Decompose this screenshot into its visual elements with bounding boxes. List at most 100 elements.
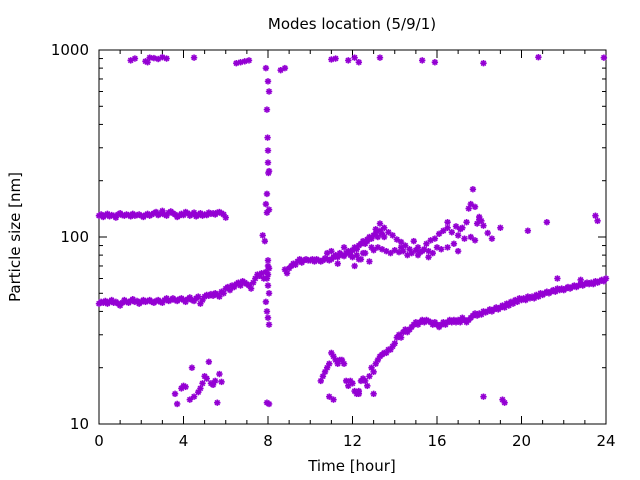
data-point — [190, 393, 198, 400]
data-point — [264, 314, 272, 321]
data-point — [361, 377, 369, 385]
data-point — [317, 377, 325, 385]
data-point — [197, 385, 204, 392]
data-point — [263, 275, 271, 282]
data-point — [265, 290, 273, 297]
data-point — [131, 55, 139, 62]
data-point — [281, 64, 289, 72]
data-point — [332, 55, 339, 62]
data-point — [218, 378, 225, 386]
data-points — [95, 54, 610, 408]
data-point — [186, 396, 194, 403]
data-point — [171, 390, 179, 398]
plot-frame — [98, 49, 607, 425]
data-point — [190, 54, 198, 61]
data-point — [435, 230, 443, 238]
data-point — [247, 285, 255, 292]
data-point — [264, 262, 272, 270]
data-point — [444, 224, 451, 231]
data-point — [397, 244, 405, 251]
data-point — [355, 256, 363, 263]
data-point — [431, 59, 439, 66]
data-point — [397, 334, 405, 341]
data-point — [264, 78, 272, 85]
data-point — [448, 229, 455, 236]
data-point — [263, 190, 271, 198]
data-point — [414, 251, 422, 259]
data-point — [501, 399, 508, 406]
data-point — [261, 237, 269, 245]
data-point — [454, 232, 462, 239]
data-point — [262, 298, 270, 306]
data-point — [376, 54, 384, 61]
data-point — [195, 293, 202, 300]
data-point — [216, 370, 223, 378]
y-axis: 10 100 1000 — [51, 41, 606, 433]
data-point — [425, 253, 432, 261]
data-point — [440, 227, 447, 234]
data-point — [283, 270, 291, 277]
data-point — [351, 54, 358, 61]
data-point — [480, 222, 487, 229]
data-point — [163, 55, 170, 62]
data-point — [389, 232, 396, 239]
data-point — [471, 203, 479, 211]
data-point — [463, 218, 470, 226]
data-point — [397, 238, 405, 246]
data-point — [182, 383, 189, 391]
data-point — [180, 211, 187, 219]
data-point — [554, 275, 561, 282]
chart-title: Modes location (5/9/1) — [268, 15, 436, 33]
data-point — [264, 282, 272, 289]
data-point — [535, 54, 542, 61]
data-point — [471, 237, 479, 244]
data-point — [199, 380, 206, 387]
x-axis: 0 4 8 12 16 20 24 — [94, 50, 616, 450]
data-point — [265, 321, 273, 328]
data-point — [245, 57, 253, 64]
x-axis-title: Time [hour] — [307, 457, 396, 475]
data-point — [459, 224, 466, 231]
data-point — [334, 260, 341, 267]
data-point — [414, 244, 422, 251]
data-point — [263, 308, 271, 315]
data-point — [370, 368, 377, 376]
data-point — [444, 244, 451, 251]
data-point — [328, 247, 335, 255]
data-point — [351, 262, 358, 270]
data-point — [366, 373, 373, 380]
data-point — [364, 382, 371, 390]
x-tick-label: 24 — [596, 432, 615, 450]
data-point — [600, 54, 608, 61]
data-point — [355, 390, 363, 398]
x-tick-label: 20 — [512, 432, 531, 450]
data-point — [431, 235, 439, 242]
data-point — [355, 59, 363, 66]
data-point — [340, 244, 348, 251]
data-point — [391, 340, 398, 347]
data-point — [480, 59, 487, 67]
data-point — [387, 249, 394, 257]
data-point — [577, 276, 584, 284]
data-point — [497, 224, 504, 231]
data-point — [450, 240, 458, 247]
x-tick-label: 16 — [427, 432, 446, 450]
data-point — [216, 293, 223, 300]
data-point — [347, 251, 354, 259]
data-point — [380, 233, 388, 241]
data-point — [438, 246, 445, 253]
data-point — [419, 57, 426, 64]
data-point — [265, 169, 272, 177]
data-point — [330, 396, 337, 403]
data-point — [469, 186, 477, 193]
data-point — [203, 375, 210, 382]
data-point — [594, 217, 601, 225]
data-point — [423, 240, 430, 247]
data-point — [419, 247, 426, 255]
data-point — [263, 106, 271, 113]
data-point — [265, 400, 273, 408]
data-point — [372, 226, 379, 233]
data-point — [484, 229, 491, 237]
plot-area: 0 4 8 12 16 20 24 10 100 1000 — [51, 41, 616, 450]
